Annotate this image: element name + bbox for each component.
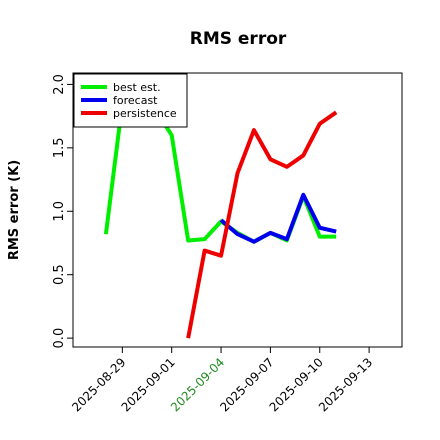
legend-label: forecast — [113, 94, 158, 107]
y-tick-label: 0.5 — [52, 264, 67, 285]
plot-area — [103, 101, 338, 339]
series-line — [186, 110, 338, 339]
y-tick-label: 1.0 — [52, 201, 67, 222]
plot-box — [72, 72, 403, 348]
y-tick-label: 0.0 — [52, 328, 67, 349]
series-line — [219, 192, 337, 244]
x-tick-label: 2025-09-13 — [316, 355, 375, 414]
y-axis-label: RMS error (K) — [7, 160, 22, 260]
chart-title: RMS error — [190, 29, 287, 49]
y-tick-label: 1.5 — [52, 137, 67, 158]
y-tick-label: 2.0 — [52, 74, 67, 95]
legend-label: persistence — [113, 107, 177, 120]
legend-label: best est. — [113, 81, 161, 94]
